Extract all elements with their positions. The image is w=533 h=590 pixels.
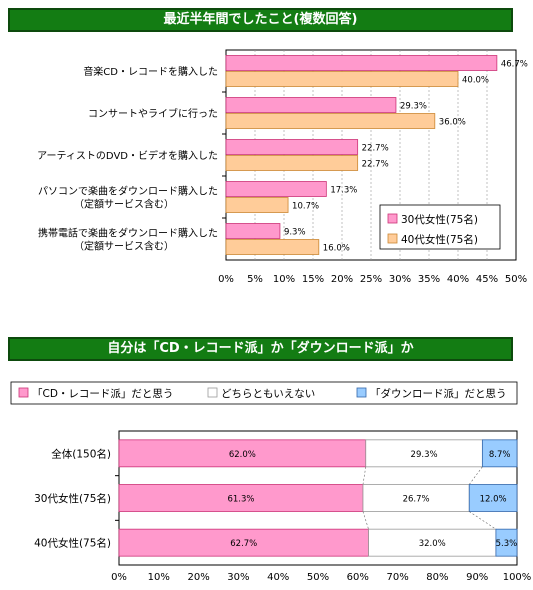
chart1-bar-40s xyxy=(225,239,320,255)
chart2-data-label: 5.3% xyxy=(496,539,518,549)
chart2-x-tick-label: 40% xyxy=(267,572,289,583)
chart1-category-label: アーティストのDVD・ビデオを購入した xyxy=(37,149,218,162)
chart2-x-tick-label: 90% xyxy=(466,572,488,583)
chart1-data-label: 46.7% xyxy=(501,60,528,70)
chart2-legend-swatch xyxy=(18,387,29,398)
chart2-title-banner: 自分は「CD・レコード派」か「ダウンロード派」か xyxy=(8,337,513,361)
chart2-x-tick-label: 10% xyxy=(148,572,170,583)
chart2-category-label: 全体(150名) xyxy=(51,447,111,460)
chart1-x-tick-label: 25% xyxy=(360,274,382,285)
chart2-bar-segment xyxy=(468,484,518,512)
chart2-legend-label: 「CD・レコード派」だと思う xyxy=(32,388,173,400)
chart2-x-tick-label: 80% xyxy=(426,572,448,583)
chart2-x-tick-label: 50% xyxy=(307,572,329,583)
chart1-bar-40s xyxy=(225,197,289,213)
chart2-data-label: 26.7% xyxy=(403,495,430,505)
chart1-category-label: 音楽CD・レコードを購入した xyxy=(83,65,218,78)
chart2-data-label: 32.0% xyxy=(419,539,446,549)
chart2-legend-box xyxy=(10,381,518,405)
chart2-x-tick-label: 30% xyxy=(227,572,249,583)
chart1-legend-label: 30代女性(75名) xyxy=(401,213,478,226)
chart1-data-label: 40.0% xyxy=(462,76,489,86)
chart1-x-tick-label: 50% xyxy=(505,274,527,285)
chart2-bar-segment xyxy=(368,528,497,557)
chart1-data-label: 9.3% xyxy=(284,228,306,238)
chart1-category-label: （定額サービス含む） xyxy=(74,198,174,211)
chart2-legend-swatch xyxy=(207,387,218,398)
chart2-category-label: 30代女性(75名) xyxy=(34,492,111,505)
chart1-bar-30s xyxy=(225,181,327,197)
chart1-legend-swatch xyxy=(387,233,398,244)
chart1-x-tick-label: 40% xyxy=(447,274,469,285)
chart2-data-label: 29.3% xyxy=(411,450,438,460)
chart2-data-label: 8.7% xyxy=(489,450,511,460)
chart2-x-tick-label: 20% xyxy=(187,572,209,583)
chart2-bar-segment xyxy=(118,439,367,468)
chart1-x-tick-label: 45% xyxy=(476,274,498,285)
chart2-data-label: 61.3% xyxy=(227,495,254,505)
chart1-x-tick-label: 20% xyxy=(331,274,353,285)
chart1-svg: 0% 5% 10% 15% 20% 25% 30% 35% 40% 45% 50% 音楽CD・レコード… xyxy=(37,49,528,285)
chart1-data-label: 22.7% xyxy=(362,160,389,170)
chart1-x-tick-label: 0% xyxy=(218,274,234,285)
chart2-category-label: 40代女性(75名) xyxy=(34,537,111,550)
chart1-x-tick-label: 5% xyxy=(247,274,263,285)
chart2-data-label: 62.7% xyxy=(230,539,257,549)
chart2-bar-segment xyxy=(481,439,518,468)
chart2-bar-segment xyxy=(495,528,518,557)
chart1-data-label: 22.7% xyxy=(362,144,389,154)
chart2-connector-line xyxy=(362,466,367,485)
chart2-legend-label: 「ダウンロード派」だと思う xyxy=(370,387,507,400)
chart1-bar-30s xyxy=(225,223,281,239)
chart1-x-tick-label: 35% xyxy=(418,274,440,285)
chart2-bar-segment xyxy=(118,528,369,557)
chart1-x-tick-label: 30% xyxy=(389,274,411,285)
chart2-legend-label: どちらともいえない xyxy=(221,388,315,400)
chart1-category-label: （定額サービス含む） xyxy=(74,240,174,253)
chart1-data-label: 16.0% xyxy=(323,244,350,254)
chart1-category-label: コンサートやライブに行った xyxy=(88,107,218,120)
chart1-data-label: 10.7% xyxy=(292,202,319,212)
chart1-legend-box xyxy=(379,204,501,250)
chart1-bar-30s xyxy=(225,55,498,71)
chart1-x-tick-label: 10% xyxy=(273,274,295,285)
chart2-svg: 「CD・レコード派」だと思う どちらともいえない 「ダウンロード派」だと思う 0% 10… xyxy=(10,381,532,583)
chart1-bar-40s xyxy=(225,113,436,129)
chart1-bar-30s xyxy=(225,139,359,155)
chart2-x-tick-label: 60% xyxy=(347,572,369,583)
chart1-bar-30s xyxy=(225,97,397,113)
chart1-data-label: 17.3% xyxy=(330,186,357,196)
chart2-x-tick-label: 70% xyxy=(386,572,408,583)
chart1-bar-40s xyxy=(225,71,459,87)
chart2-data-label: 12.0% xyxy=(480,495,507,505)
chart1-data-label: 29.3% xyxy=(400,102,427,112)
chart1-legend-swatch xyxy=(387,213,398,224)
chart2-bar-segment xyxy=(118,484,364,512)
chart2-bar-segment xyxy=(362,484,470,512)
chart1-category-label: パソコンで楽曲をダウンロード購入した xyxy=(38,185,218,198)
chart1-data-label: 36.0% xyxy=(439,118,466,128)
chart2-bar-segment xyxy=(365,439,483,468)
chart1-category-label: 携帯電話で楽曲をダウンロード購入した xyxy=(38,227,218,240)
chart1-x-tick-label: 15% xyxy=(302,274,324,285)
chart2-data-label: 62.0% xyxy=(229,450,256,460)
chart2-legend-swatch xyxy=(356,387,367,398)
chart1-bar-40s xyxy=(225,155,359,171)
chart1-title-banner: 最近半年間でしたこと(複数回答) xyxy=(8,8,513,32)
chart2-x-tick-label: 0% xyxy=(111,572,127,583)
chart2-connector-line xyxy=(469,511,497,530)
chart2-connector-line xyxy=(362,511,369,530)
chart2-x-tick-label: 100% xyxy=(503,572,532,583)
chart1-legend-label: 40代女性(75名) xyxy=(401,233,478,246)
